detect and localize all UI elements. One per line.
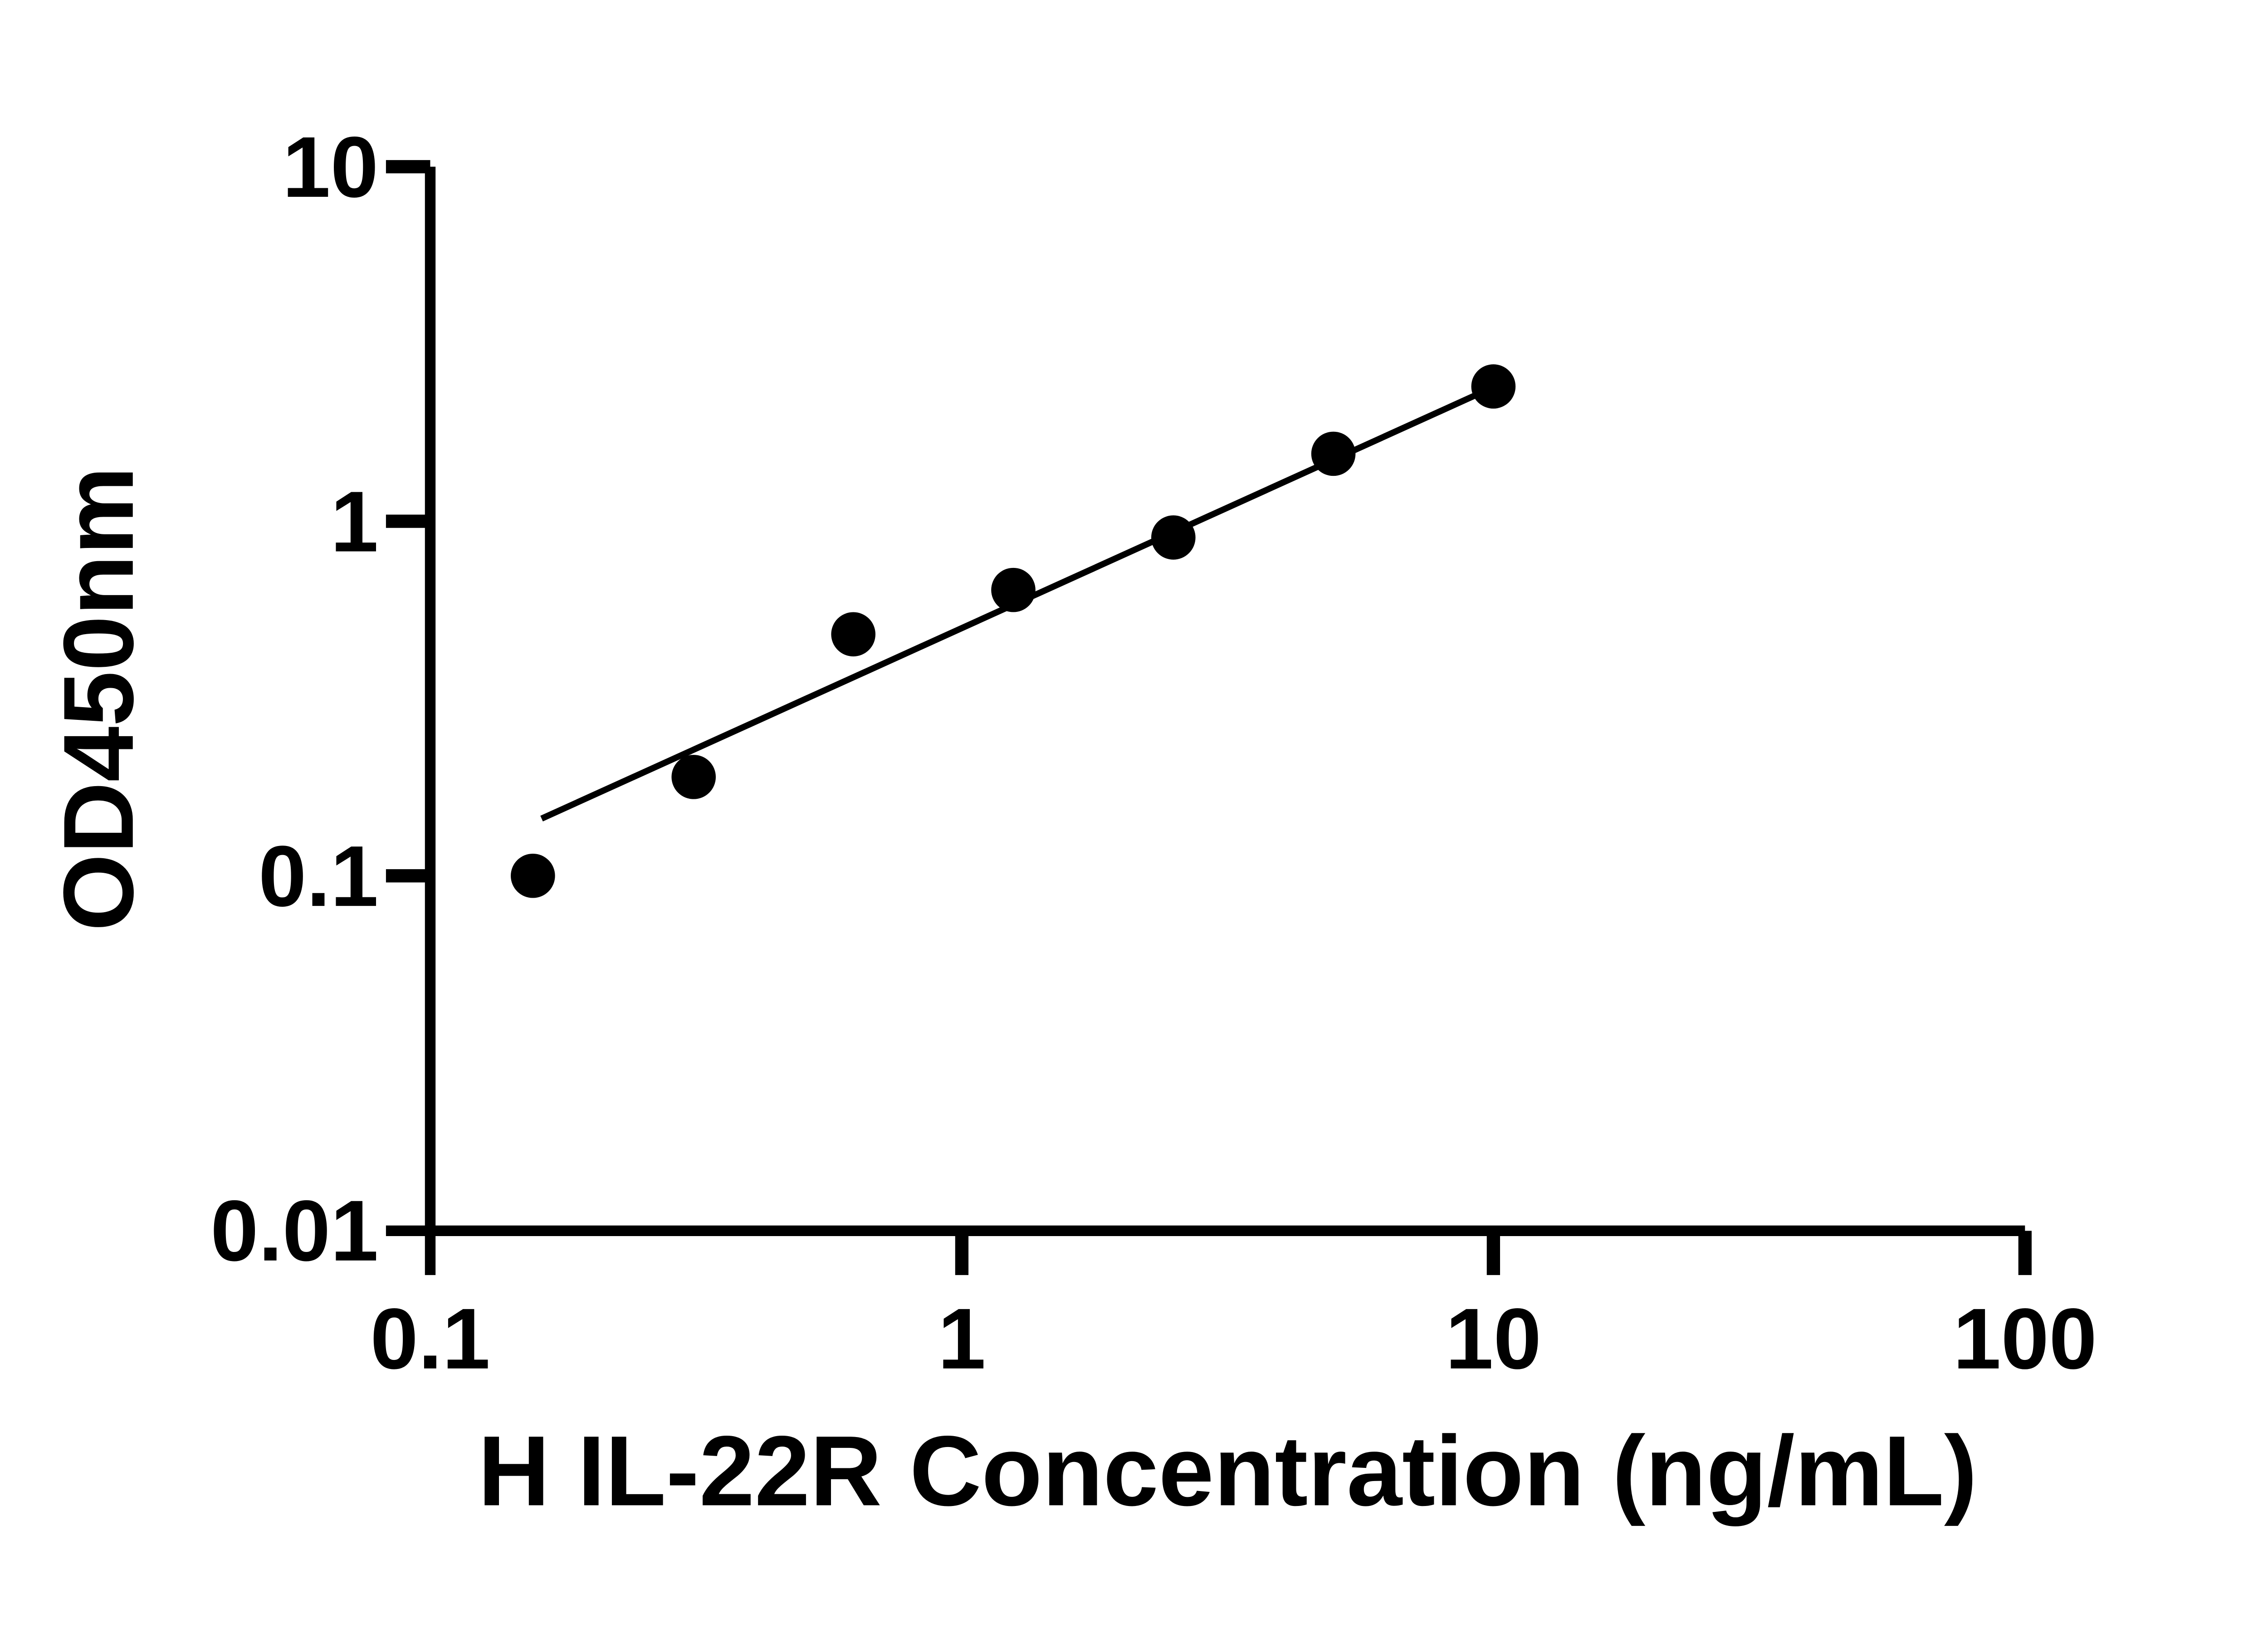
data-point (831, 612, 875, 657)
y-tick-label: 1 (330, 474, 378, 570)
x-tick-label: 10 (1446, 1291, 1542, 1387)
y-tick-label: 0.01 (210, 1183, 378, 1279)
x-tick-label: 1 (938, 1291, 986, 1387)
y-tick-label: 10 (283, 119, 379, 215)
data-point (1311, 431, 1356, 476)
x-tick-label: 100 (1953, 1291, 2097, 1387)
plot-area: 0.1 1 10 100 10 1 0.1 0.01 H IL-22R Concentratio… (43, 119, 2097, 1526)
x-tick-label: 0.1 (370, 1291, 490, 1387)
data-point (671, 755, 716, 799)
data-point (1471, 364, 1516, 409)
data-point (511, 853, 555, 898)
data-point (991, 567, 1036, 612)
y-axis-title: OD450nm (43, 466, 154, 931)
y-tick-label: 0.1 (259, 828, 379, 924)
x-axis-title: H IL-22R Concentration (ng/mL) (478, 1415, 1977, 1526)
data-point (1151, 515, 1196, 560)
